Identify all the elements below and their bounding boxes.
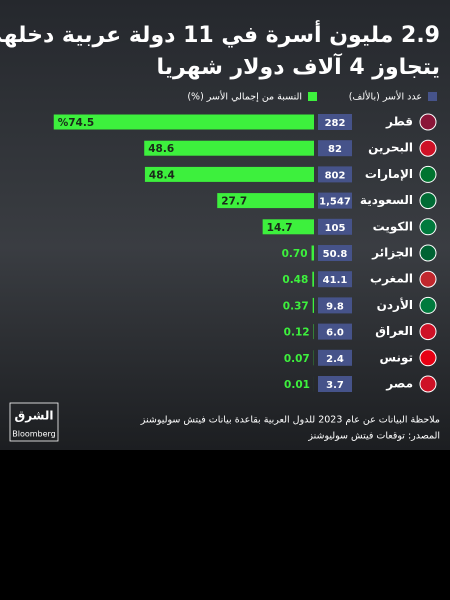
category-label: قطر: [385, 115, 413, 129]
source: المصدر: توقعات فيتش سوليوشنز: [307, 431, 440, 442]
count-label: 282: [325, 118, 346, 129]
value-label: 0.48: [282, 274, 308, 286]
note: ملاحظة البيانات عن عام 2023 للدول العربي…: [140, 415, 440, 426]
count-box: [318, 218, 352, 235]
bar: [53, 114, 314, 130]
value-label: 0.07: [284, 353, 310, 365]
category-label: الأردن: [377, 297, 413, 312]
flag: [419, 296, 437, 314]
count-box: [318, 323, 352, 340]
bar: [144, 166, 314, 182]
chart-title: 2.9 مليون أسرة في 11 دولة عربية دخلهم: [0, 19, 440, 48]
count-label: 50.8: [323, 249, 348, 260]
value-label: 0.37: [283, 300, 309, 312]
category-label: العراق: [375, 324, 413, 338]
bar: [144, 140, 314, 156]
count-box: [318, 349, 352, 366]
flag: [419, 375, 437, 393]
legend-label: عدد الأسر (بالألف): [349, 91, 422, 103]
count-box: [318, 140, 352, 157]
count-box: [318, 114, 352, 130]
legend-swatch: [308, 92, 317, 101]
category-label: مصر: [385, 377, 413, 391]
flag: [419, 192, 437, 210]
category-label: تونس: [380, 350, 414, 365]
flag: [419, 139, 437, 157]
flag: [419, 323, 437, 341]
value-label: 0.01: [284, 379, 310, 391]
value-label: 0.12: [284, 327, 310, 339]
count-label: 3.7: [326, 380, 344, 391]
background: [0, 0, 450, 450]
bar: [311, 245, 314, 261]
count-box: [318, 192, 352, 209]
flag: [419, 349, 437, 367]
count-box: [318, 166, 352, 183]
logo-frame: [9, 402, 59, 442]
count-box: [318, 245, 352, 261]
bar: [312, 271, 314, 287]
flag: [419, 270, 437, 288]
value-label: 27.7: [221, 196, 247, 208]
count-label: 9.8: [326, 301, 344, 312]
count-box: [318, 297, 352, 314]
count-label: 1,547: [319, 197, 351, 208]
value-label: 0.70: [282, 248, 308, 260]
flag: [419, 165, 437, 183]
value-label: 14.7: [267, 222, 293, 234]
category-label: الكويت: [373, 219, 413, 234]
flag: [419, 244, 437, 262]
count-box: [318, 376, 352, 392]
count-box: [318, 271, 352, 288]
bar: [217, 193, 314, 209]
category-label: الجزائر: [371, 246, 413, 260]
value-label: 48.6: [148, 143, 174, 155]
legend-swatch: [428, 92, 437, 101]
category-label: الإمارات: [365, 167, 413, 181]
bar: [262, 219, 314, 235]
count-label: 802: [325, 170, 346, 181]
flag: [419, 113, 437, 131]
value-label: %74.5: [58, 117, 94, 129]
value-label: 48.4: [149, 169, 175, 181]
category-label: السعودية: [360, 193, 413, 208]
count-label: 82: [328, 144, 342, 155]
chart-title: يتجاوز 4 آلاف دولار شهريا: [156, 52, 440, 80]
count-label: 6.0: [326, 328, 344, 339]
count-label: 2.4: [326, 354, 344, 365]
flag: [419, 218, 437, 236]
legend-label: النسبة من إجمالي الأسر (%): [187, 91, 302, 103]
logo: Bloomberg: [12, 430, 56, 439]
category-label: البحرين: [368, 141, 413, 155]
logo: الشرق: [14, 409, 53, 423]
count-label: 105: [325, 223, 346, 234]
category-label: المغرب: [370, 272, 413, 286]
bar: [312, 297, 314, 313]
count-label: 41.1: [323, 275, 348, 286]
